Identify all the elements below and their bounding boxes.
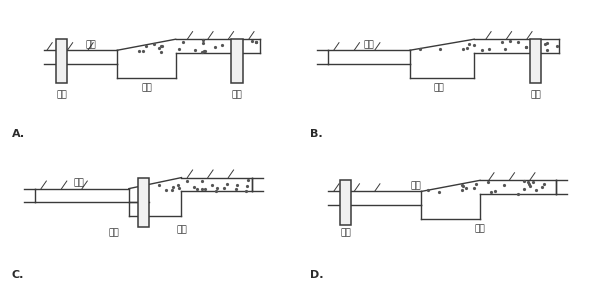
Text: 铺盖: 铺盖 bbox=[364, 40, 374, 49]
Text: 底板: 底板 bbox=[433, 83, 444, 92]
Text: 铺盖: 铺盖 bbox=[85, 40, 96, 49]
Text: 板桩: 板桩 bbox=[232, 90, 242, 99]
Text: 底板: 底板 bbox=[141, 83, 152, 92]
Text: 板桩: 板桩 bbox=[56, 90, 67, 99]
Text: 铺盖: 铺盖 bbox=[410, 181, 421, 191]
Bar bbox=[56, 39, 67, 83]
Text: C.: C. bbox=[12, 270, 24, 280]
Bar bbox=[340, 180, 351, 225]
Bar bbox=[231, 39, 243, 83]
Text: 底板: 底板 bbox=[475, 224, 485, 233]
Text: A.: A. bbox=[12, 129, 25, 139]
Text: 底板: 底板 bbox=[176, 225, 187, 235]
Text: 板桩: 板桩 bbox=[109, 228, 119, 237]
Text: D.: D. bbox=[310, 270, 324, 280]
Bar bbox=[530, 39, 541, 83]
Text: 铺盖: 铺盖 bbox=[73, 178, 85, 188]
Text: 板桩: 板桩 bbox=[530, 90, 541, 99]
Text: B.: B. bbox=[310, 129, 323, 139]
Bar bbox=[137, 178, 149, 227]
Text: 板桩: 板桩 bbox=[340, 228, 351, 237]
